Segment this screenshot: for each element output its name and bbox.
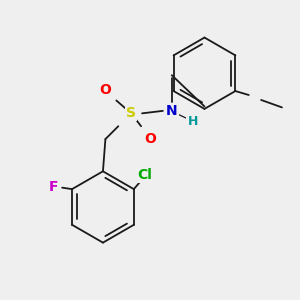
Text: S: S xyxy=(126,106,136,120)
Text: O: O xyxy=(144,132,156,146)
Text: N: N xyxy=(166,104,178,118)
Text: Cl: Cl xyxy=(137,168,152,182)
Text: F: F xyxy=(49,180,58,194)
Text: H: H xyxy=(188,115,198,128)
Text: O: O xyxy=(100,82,111,97)
